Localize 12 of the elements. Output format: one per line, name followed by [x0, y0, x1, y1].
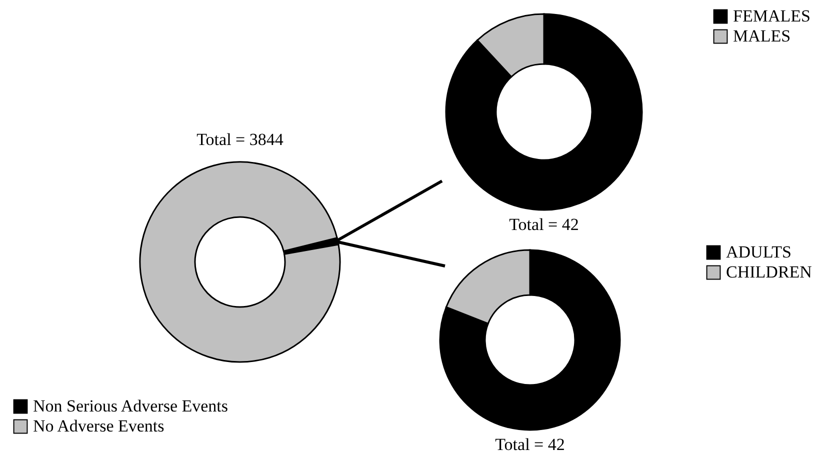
donut-slice — [439, 249, 621, 431]
donut-slice — [445, 13, 643, 211]
legend-label: ADULTS — [726, 242, 792, 262]
text: Total = 42 — [509, 215, 579, 234]
legend-label: MALES — [733, 26, 791, 46]
legend-label: No Adverse Events — [33, 416, 164, 436]
text: Total = 42 — [495, 435, 565, 454]
donut-slice — [139, 161, 341, 363]
legend-label: CHILDREN — [726, 262, 812, 282]
legend-label: FEMALES — [733, 6, 810, 26]
chart-title: Total = 3844 — [196, 130, 284, 149]
legend-label: Non Serious Adverse Events — [33, 396, 228, 416]
